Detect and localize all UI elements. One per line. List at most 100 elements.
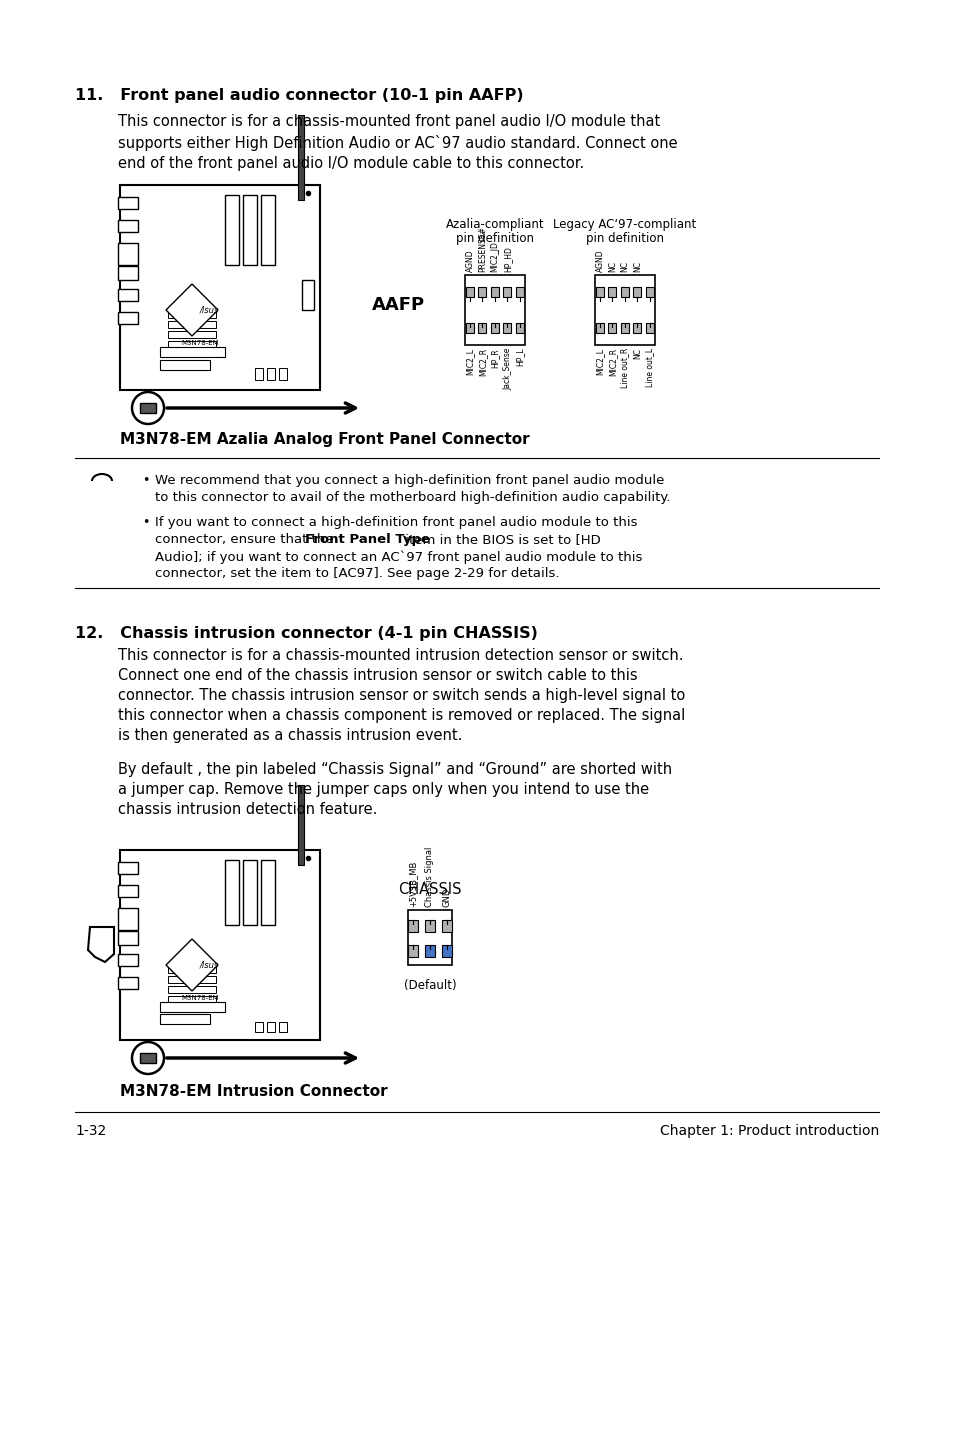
Bar xyxy=(118,861,138,874)
Text: By default , the pin labeled “Chassis Signal” and “Ground” are shorted with: By default , the pin labeled “Chassis Si… xyxy=(118,762,672,777)
Bar xyxy=(491,288,498,298)
Text: connector, ensure that the: connector, ensure that the xyxy=(154,533,337,546)
Text: 1-32: 1-32 xyxy=(75,1125,106,1137)
Bar xyxy=(168,966,215,974)
Text: /lsus: /lsus xyxy=(200,305,219,315)
Text: We recommend that you connect a high-definition front panel audio module: We recommend that you connect a high-def… xyxy=(154,475,663,487)
Text: NC: NC xyxy=(619,262,629,272)
Text: HP_L: HP_L xyxy=(515,348,524,367)
Bar xyxy=(160,360,210,370)
Text: HP_HD: HP_HD xyxy=(502,246,512,272)
Bar xyxy=(491,324,498,334)
Circle shape xyxy=(132,1043,164,1074)
Bar xyxy=(168,311,215,318)
Bar xyxy=(243,196,256,265)
Bar xyxy=(254,368,263,380)
Text: This connector is for a chassis-mounted front panel audio I/O module that: This connector is for a chassis-mounted … xyxy=(118,114,659,129)
Circle shape xyxy=(132,393,164,424)
Bar xyxy=(633,324,640,334)
Bar xyxy=(441,920,452,932)
Bar xyxy=(140,1053,156,1063)
Bar xyxy=(160,347,225,357)
Bar xyxy=(168,341,215,348)
Bar xyxy=(408,920,417,932)
Text: PRESENSE#: PRESENSE# xyxy=(477,226,486,272)
Bar xyxy=(254,1022,263,1032)
Text: Front Panel Type: Front Panel Type xyxy=(305,533,430,546)
Bar xyxy=(596,324,603,334)
Text: to this connector to avail of the motherboard high-definition audio capability.: to this connector to avail of the mother… xyxy=(154,490,670,503)
Text: AGND: AGND xyxy=(465,249,474,272)
Text: (Default): (Default) xyxy=(403,979,456,992)
Text: If you want to connect a high-definition front panel audio module to this: If you want to connect a high-definition… xyxy=(154,516,637,529)
Text: is then generated as a chassis intrusion event.: is then generated as a chassis intrusion… xyxy=(118,728,462,743)
Text: Azalia-compliant: Azalia-compliant xyxy=(445,219,544,232)
Bar xyxy=(424,920,435,932)
Bar xyxy=(516,288,523,298)
Bar xyxy=(596,288,603,298)
Text: chassis intrusion detection feature.: chassis intrusion detection feature. xyxy=(118,802,377,817)
Bar xyxy=(516,324,523,334)
Text: •: • xyxy=(142,475,150,487)
Bar xyxy=(645,324,654,334)
Bar xyxy=(424,945,435,958)
Bar xyxy=(620,324,628,334)
Text: CHASSIS: CHASSIS xyxy=(397,881,461,897)
Text: MIC2_L: MIC2_L xyxy=(465,348,474,375)
Bar xyxy=(478,288,486,298)
Bar xyxy=(168,976,215,984)
Text: Line out_L: Line out_L xyxy=(645,348,654,387)
Text: pin definition: pin definition xyxy=(585,232,663,244)
Bar xyxy=(261,860,274,925)
Text: Line out_R: Line out_R xyxy=(619,348,629,388)
Bar xyxy=(645,288,654,298)
Text: Legacy AC‘97-compliant: Legacy AC‘97-compliant xyxy=(553,219,696,232)
Bar xyxy=(620,288,628,298)
Bar xyxy=(120,186,319,390)
Bar xyxy=(408,945,417,958)
Text: M3N78-EM: M3N78-EM xyxy=(181,995,218,1001)
Bar xyxy=(302,280,314,311)
Bar xyxy=(278,368,287,380)
Bar xyxy=(267,1022,274,1032)
Text: MIC2_L: MIC2_L xyxy=(595,348,604,375)
Polygon shape xyxy=(166,283,218,336)
Bar xyxy=(118,266,138,280)
Bar xyxy=(478,324,486,334)
Text: MIC2_JD: MIC2_JD xyxy=(490,242,499,272)
Text: Jack_Sense: Jack_Sense xyxy=(502,348,512,390)
Bar xyxy=(118,197,138,209)
Bar xyxy=(168,997,215,1002)
Bar xyxy=(465,288,474,298)
Text: pin definition: pin definition xyxy=(456,232,534,244)
Bar xyxy=(118,312,138,324)
Bar xyxy=(297,785,304,866)
Text: M3N78-EM: M3N78-EM xyxy=(181,339,218,347)
Polygon shape xyxy=(88,928,113,962)
Bar xyxy=(608,288,616,298)
Text: Chapter 1: Product introduction: Chapter 1: Product introduction xyxy=(659,1125,878,1137)
Bar xyxy=(465,324,474,334)
Bar xyxy=(118,884,138,897)
Bar xyxy=(168,986,215,994)
Bar xyxy=(118,289,138,301)
Bar xyxy=(633,288,640,298)
Bar xyxy=(464,275,524,345)
Text: this connector when a chassis component is removed or replaced. The signal: this connector when a chassis component … xyxy=(118,707,684,723)
Bar xyxy=(160,1002,225,1012)
Bar xyxy=(243,860,256,925)
Text: end of the front panel audio I/O module cable to this connector.: end of the front panel audio I/O module … xyxy=(118,155,583,171)
Bar xyxy=(160,1014,210,1024)
Bar xyxy=(408,910,452,965)
Text: MIC2_R: MIC2_R xyxy=(607,348,617,377)
Bar xyxy=(608,324,616,334)
Text: Chassis Signal: Chassis Signal xyxy=(425,847,434,907)
Bar xyxy=(118,930,138,945)
Bar xyxy=(118,953,138,966)
Bar xyxy=(118,907,138,930)
Bar xyxy=(261,196,274,265)
Polygon shape xyxy=(166,939,218,991)
Text: /lsus: /lsus xyxy=(200,961,219,969)
Bar xyxy=(267,368,274,380)
Text: GND: GND xyxy=(442,887,451,907)
